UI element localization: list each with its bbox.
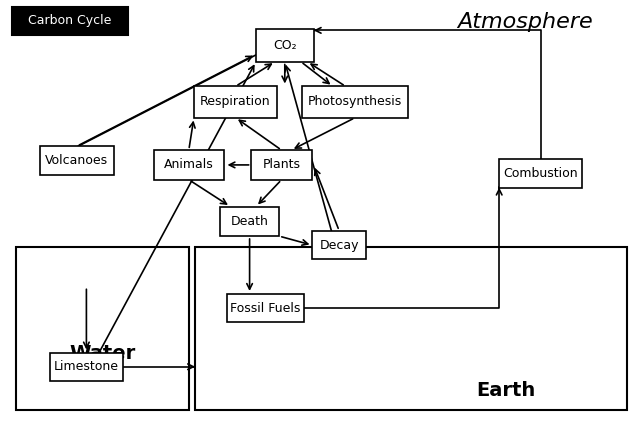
- Text: Photosynthesis: Photosynthesis: [308, 95, 403, 108]
- Bar: [195, 247, 627, 410]
- Text: Water: Water: [69, 344, 136, 363]
- Text: Earth: Earth: [476, 381, 535, 400]
- Bar: [220, 207, 279, 236]
- Bar: [12, 7, 128, 35]
- Bar: [499, 159, 582, 187]
- Bar: [50, 352, 123, 381]
- Text: Limestone: Limestone: [54, 360, 119, 373]
- Bar: [40, 146, 114, 174]
- Text: Volcanoes: Volcanoes: [45, 154, 108, 167]
- Bar: [194, 86, 277, 118]
- Text: Respiration: Respiration: [200, 95, 271, 108]
- Text: Carbon Cycle: Carbon Cycle: [28, 14, 111, 27]
- Bar: [256, 29, 314, 62]
- Text: Decay: Decay: [319, 239, 359, 252]
- Text: Death: Death: [230, 215, 269, 228]
- Bar: [227, 294, 304, 322]
- Text: CO₂: CO₂: [273, 39, 296, 52]
- Text: Animals: Animals: [164, 158, 214, 171]
- Text: Combustion: Combustion: [504, 167, 578, 180]
- Bar: [312, 231, 366, 260]
- Text: Atmosphere: Atmosphere: [457, 12, 593, 32]
- Bar: [154, 150, 224, 180]
- Text: Fossil Fuels: Fossil Fuels: [230, 302, 301, 315]
- Bar: [16, 247, 189, 410]
- Text: Plants: Plants: [262, 158, 301, 171]
- Bar: [252, 150, 312, 180]
- Bar: [303, 86, 408, 118]
